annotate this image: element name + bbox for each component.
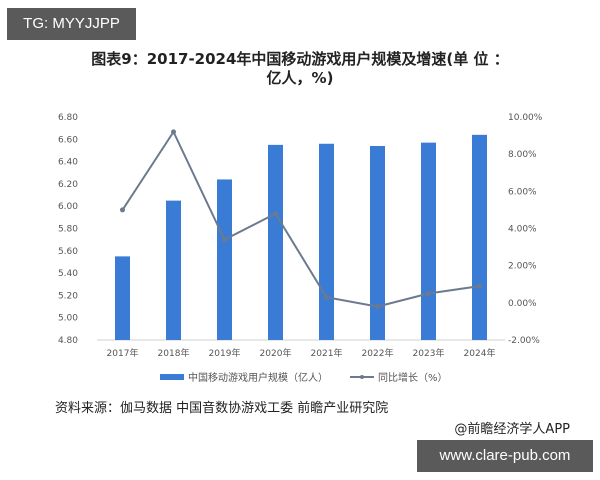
x-axis-label: 2017年	[107, 347, 139, 359]
right-axis-tick: 8.00%	[508, 150, 537, 160]
legend-line-label: 同比增长（%）	[378, 371, 448, 384]
right-axis-tick: -2.00%	[508, 336, 540, 346]
legend-line-marker	[360, 375, 364, 379]
line-marker	[273, 211, 278, 217]
legend-bar-swatch	[160, 374, 184, 380]
left-axis-tick: 6.60	[58, 135, 78, 145]
bar	[217, 179, 232, 340]
x-axis-label: 2023年	[413, 347, 445, 359]
chart-area: 6.80 6.60 6.40 6.20 6.00 5.80 5.60 5.40 5.20 5.00…	[58, 113, 543, 384]
left-axis-tick: 6.00	[58, 202, 78, 212]
line-series	[120, 129, 482, 310]
left-axis-tick: 5.80	[58, 225, 78, 235]
line-marker	[171, 129, 176, 135]
bar	[268, 144, 283, 340]
line-marker	[222, 237, 227, 243]
right-axis-tick: 10.00%	[508, 113, 543, 123]
watermark-bottom: www.clare-pub.com	[417, 440, 593, 472]
left-axis-tick: 4.80	[58, 336, 78, 346]
watermark-top: TG: MYYJJPP	[7, 8, 136, 40]
left-axis-tick: 6.80	[58, 113, 78, 123]
legend: 中国移动游戏用户规模（亿人） 同比增长（%）	[160, 371, 448, 384]
x-axis-label: 2022年	[362, 347, 394, 359]
right-axis-tick: 0.00%	[508, 299, 537, 309]
line-marker	[324, 294, 329, 300]
x-axis-label: 2024年	[464, 347, 496, 359]
chart-title: 图表9：2017-2024年中国移动游戏用户规模及增速(单 位 ： 亿人，%)	[50, 50, 550, 88]
bar	[319, 143, 334, 340]
line-marker	[477, 283, 482, 289]
x-axis-label: 2019年	[209, 347, 241, 359]
bar-series	[115, 134, 487, 340]
legend-bar-label: 中国移动游戏用户规模（亿人）	[188, 371, 328, 384]
x-axis-label: 2018年	[158, 347, 190, 359]
left-axis-tick: 5.60	[58, 247, 78, 257]
chart-title-line2: 亿人，%)	[266, 69, 334, 87]
x-axis-label: 2020年	[260, 347, 292, 359]
left-axis-tick: 6.20	[58, 180, 78, 190]
left-axis-ticks: 6.80 6.60 6.40 6.20 6.00 5.80 5.60 5.40 5.20 5.00…	[58, 113, 78, 346]
bar	[472, 134, 487, 340]
bar	[370, 145, 385, 340]
x-axis-labels: 2017年 2018年 2019年 2020年 2021年 2022年 2023年 2024年	[107, 347, 496, 359]
growth-line	[121, 129, 480, 308]
left-axis-tick: 5.40	[58, 269, 78, 279]
left-axis-tick: 5.00	[58, 314, 78, 324]
source-note: 资料来源：伽马数据 中国音数协游戏工委 前瞻产业研究院	[55, 401, 389, 416]
right-axis-tick: 6.00%	[508, 187, 537, 197]
line-marker	[120, 207, 125, 213]
line-marker	[375, 304, 380, 310]
right-axis-ticks: 10.00% 8.00% 6.00% 4.00% 2.00% 0.00% -2.00%	[508, 113, 543, 346]
bar	[421, 142, 436, 340]
left-axis-tick: 5.20	[58, 291, 78, 301]
chart-title-line1: 图表9：2017-2024年中国移动游戏用户规模及增速(单 位 ：	[91, 50, 509, 68]
credit-note: @前瞻经济学人APP	[454, 422, 570, 437]
bar	[115, 256, 130, 340]
right-axis-tick: 4.00%	[508, 225, 537, 235]
left-axis-tick: 6.40	[58, 158, 78, 168]
bar	[166, 200, 181, 340]
line-marker	[426, 291, 431, 297]
right-axis-tick: 2.00%	[508, 262, 537, 272]
x-axis-label: 2021年	[311, 347, 343, 359]
